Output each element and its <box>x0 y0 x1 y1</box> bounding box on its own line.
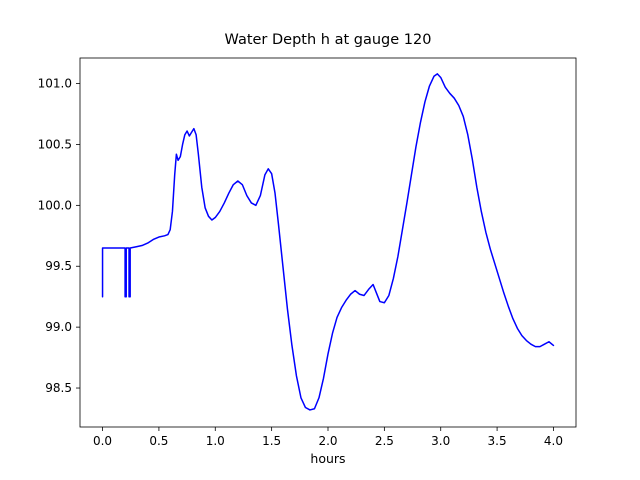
y-tick-label: 100.0 <box>38 198 72 212</box>
y-tick-label: 100.5 <box>38 137 72 151</box>
x-axis-ticks: 0.0 0.5 1.0 1.5 2.0 2.5 3.0 3.5 4.0 <box>93 427 563 448</box>
x-tick-label: 2.0 <box>318 434 337 448</box>
plot-area-border <box>79 57 577 428</box>
y-tick-label: 101.0 <box>38 77 72 91</box>
y-tick-label: 99.0 <box>45 320 72 334</box>
y-tick-label: 98.5 <box>45 381 72 395</box>
x-tick-label: 3.0 <box>431 434 450 448</box>
x-tick-label: 4.0 <box>544 434 563 448</box>
x-axis-label: hours <box>310 451 345 466</box>
x-tick-label: 1.5 <box>262 434 281 448</box>
chart-title: Water Depth h at gauge 120 <box>225 32 432 48</box>
x-tick-label: 0.5 <box>149 434 168 448</box>
y-axis-ticks: 98.5 99.0 99.5 100.0 100.5 101.0 <box>38 77 80 395</box>
x-tick-label: 0.0 <box>93 434 112 448</box>
x-tick-label: 2.5 <box>375 434 394 448</box>
x-tick-label: 3.5 <box>488 434 507 448</box>
x-tick-label: 1.0 <box>206 434 225 448</box>
data-line <box>101 73 555 411</box>
y-tick-label: 99.5 <box>45 259 72 273</box>
